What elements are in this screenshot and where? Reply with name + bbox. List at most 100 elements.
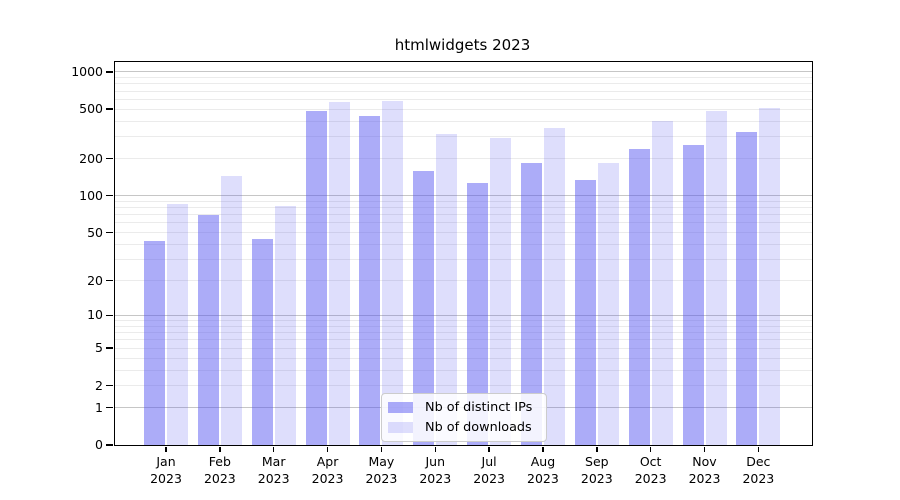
y-tick-label: 500	[79, 101, 103, 117]
bar-distinct-ips	[574, 179, 596, 445]
gridline-minor	[115, 332, 812, 334]
gridline-minor	[115, 243, 812, 245]
y-tick	[106, 279, 113, 282]
gridline-minor	[115, 280, 812, 282]
x-tick	[272, 447, 275, 452]
gridline-minor	[115, 98, 812, 100]
x-tick-label-month: Aug	[530, 454, 556, 469]
bar-downloads	[543, 128, 565, 445]
x-tick	[542, 447, 544, 452]
gridline-minor	[115, 207, 812, 209]
x-tick-label-year: 2023	[473, 470, 505, 486]
gridline-minor	[115, 347, 812, 349]
x-tick-label-month: May	[368, 454, 395, 469]
y-tick-label: 5	[95, 340, 103, 356]
x-tick	[649, 447, 652, 452]
gridline-minor	[115, 136, 812, 138]
bar-downloads	[436, 134, 458, 445]
x-tick	[434, 447, 436, 452]
gridline-major	[115, 71, 812, 73]
bar-distinct-ips	[520, 162, 542, 445]
x-tick-label-year: 2023	[203, 470, 236, 486]
x-tick-label: Mar 2023	[242, 454, 306, 487]
y-tick-label: 2	[95, 377, 103, 393]
gridline-minor	[115, 158, 812, 160]
y-tick	[106, 157, 113, 160]
x-tick-label-month: Jan	[156, 454, 176, 469]
x-tick-label-month: Jul	[481, 454, 497, 469]
x-tick-label-month: Sep	[585, 454, 609, 469]
y-tick-label: 100	[79, 187, 103, 203]
gridline-minor	[115, 357, 812, 359]
y-tick-label: 10	[87, 307, 103, 323]
bar-distinct-ips	[251, 239, 273, 445]
bar-distinct-ips	[305, 110, 327, 445]
gridline-minor	[115, 77, 812, 79]
x-tick-label-year: 2023	[742, 470, 775, 486]
y-tick	[106, 444, 113, 446]
y-tick	[106, 194, 113, 197]
y-tick-label: 50	[87, 224, 103, 240]
bar-distinct-ips	[682, 145, 704, 445]
bar-distinct-ips	[736, 132, 758, 445]
x-tick-label: Oct 2023	[619, 454, 683, 487]
x-tick-label: Jun 2023	[403, 454, 467, 487]
gridline-minor	[115, 120, 812, 122]
chart-title: htmlwidgets 2023	[394, 36, 531, 54]
x-tick-label-year: 2023	[311, 470, 344, 486]
bar-downloads	[382, 101, 404, 445]
legend-label-downloads: Nb of downloads	[425, 420, 532, 435]
bar-downloads	[274, 206, 296, 445]
bar-downloads	[651, 121, 673, 445]
x-tick-label: Feb 2023	[188, 454, 252, 487]
gridline-minor	[115, 385, 812, 387]
x-tick-label: Jan 2023	[134, 454, 198, 487]
bar-downloads	[759, 108, 781, 445]
y-tick	[106, 71, 113, 73]
x-tick-label-year: 2023	[365, 470, 398, 486]
legend-swatch-distinct-ips-icon	[388, 402, 413, 413]
gridline-minor	[115, 222, 812, 224]
bar-distinct-ips	[467, 182, 489, 445]
y-tick	[106, 384, 113, 387]
gridline-minor	[115, 320, 812, 322]
x-tick-label-year: 2023	[527, 470, 559, 486]
y-tick-label: 200	[79, 150, 103, 166]
gridline-minor	[115, 200, 812, 202]
x-tick-label-month: Dec	[746, 454, 771, 469]
x-tick-label: Jul 2023	[457, 454, 521, 487]
bar-distinct-ips	[359, 116, 381, 445]
x-tick-label-month: Nov	[692, 454, 717, 469]
y-tick	[106, 231, 113, 234]
x-tick-label-year: 2023	[688, 470, 721, 486]
x-tick	[219, 447, 221, 452]
y-tick-label: 1	[95, 399, 103, 415]
x-tick-label-month: Oct	[639, 454, 662, 469]
gridline-minor	[115, 90, 812, 92]
x-tick	[596, 447, 598, 452]
y-tick	[106, 108, 113, 110]
gridline-minor	[115, 369, 812, 371]
bar-distinct-ips	[197, 214, 219, 445]
y-tick	[106, 347, 113, 349]
x-tick	[703, 447, 706, 452]
x-tick-label: Aug 2023	[511, 454, 575, 487]
bar-downloads	[705, 110, 727, 445]
x-tick-label: Apr 2023	[296, 454, 360, 487]
y-tick	[106, 406, 113, 409]
bar-downloads	[597, 162, 619, 445]
x-tick	[488, 447, 490, 452]
gridline-minor	[115, 325, 812, 327]
x-tick-label: Sep 2023	[565, 454, 629, 487]
gridline-minor	[115, 108, 812, 110]
legend-label-distinct-ips: Nb of distinct IPs	[425, 400, 533, 415]
bar-distinct-ips	[144, 240, 165, 445]
y-tick-label: 0	[95, 437, 103, 452]
bar-downloads	[328, 102, 350, 445]
x-tick-label: May 2023	[349, 454, 413, 487]
gridline-major	[115, 314, 812, 316]
gridline-minor	[115, 259, 812, 261]
y-tick-label: 1000	[71, 63, 103, 79]
gridline-minor	[115, 339, 812, 341]
